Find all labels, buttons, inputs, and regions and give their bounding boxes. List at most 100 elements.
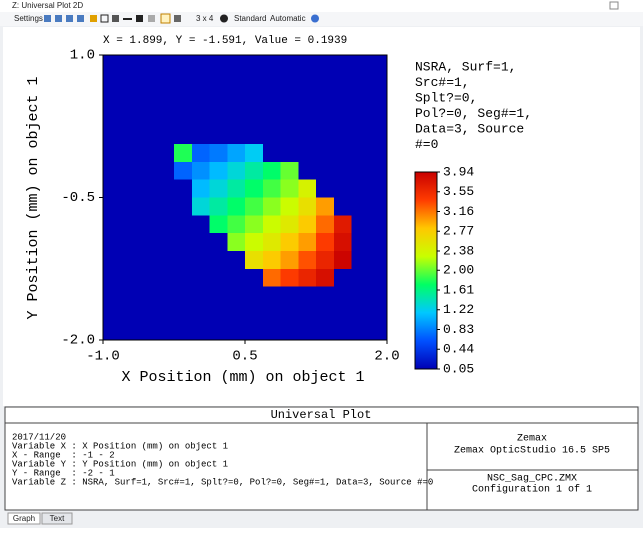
text-icon[interactable] xyxy=(136,15,143,22)
heatmap-cell xyxy=(120,250,139,270)
heatmap-cell xyxy=(174,268,193,288)
legend-text: Splt?=0, xyxy=(415,90,477,105)
heatmap-cell xyxy=(138,250,157,270)
heatmap-cell xyxy=(333,72,352,92)
arrow-icon[interactable] xyxy=(112,15,119,22)
heatmap-cell xyxy=(209,179,228,198)
print-icon[interactable] xyxy=(77,15,84,22)
colorbar-tick-label: 0.44 xyxy=(443,342,474,357)
heatmap-cell xyxy=(191,215,210,234)
heatmap-cell xyxy=(138,233,157,252)
heatmap-cell xyxy=(103,322,122,341)
lock-icon[interactable] xyxy=(148,15,155,22)
pen-icon[interactable] xyxy=(90,15,97,22)
heatmap-cell xyxy=(298,72,317,92)
heatmap-cell xyxy=(245,126,264,145)
heatmap-cell xyxy=(262,179,281,198)
heatmap-cell xyxy=(369,268,388,288)
heatmap-cell xyxy=(138,144,157,163)
heatmap-cell xyxy=(369,215,388,234)
colorbar-tick-label: 0.83 xyxy=(443,322,474,337)
heatmap-cell xyxy=(351,126,370,145)
heatmap-cell xyxy=(351,55,370,74)
copy-icon[interactable] xyxy=(55,15,62,22)
refresh-icon[interactable] xyxy=(44,15,51,22)
heatmap-cell xyxy=(333,268,352,288)
layout-icon[interactable] xyxy=(160,13,171,24)
heatmap-cell xyxy=(298,108,317,127)
heatmap-cell xyxy=(369,304,388,323)
heatmap-cell xyxy=(316,72,335,92)
heatmap-cell xyxy=(351,322,370,341)
heatmap-cell xyxy=(209,126,228,145)
heatmap-cell xyxy=(280,250,299,270)
heatmap-cell xyxy=(227,250,246,270)
heatmap-cell xyxy=(191,55,210,74)
scale-button[interactable]: Automatic xyxy=(270,14,306,23)
heatmap-cell xyxy=(280,215,299,234)
heatmap-cell xyxy=(191,161,210,181)
tab-label[interactable]: Graph xyxy=(13,514,35,523)
heatmap-cell xyxy=(262,286,281,305)
heatmap-cell xyxy=(156,144,175,163)
heatmap-cell xyxy=(262,144,281,163)
heatmap-cell xyxy=(280,322,299,341)
heatmap-cell xyxy=(333,90,352,109)
heatmap-cell xyxy=(120,268,139,288)
style-button[interactable]: Standard xyxy=(234,14,266,23)
tab-label[interactable]: Text xyxy=(50,514,65,523)
grid-icon[interactable] xyxy=(174,15,181,22)
heatmap-cell xyxy=(156,286,175,305)
heatmap-cell xyxy=(351,233,370,252)
tab[interactable] xyxy=(7,512,41,525)
heatmap-cell xyxy=(316,268,335,288)
theme-icon[interactable] xyxy=(220,14,228,23)
layout-button[interactable]: 3 x 4 xyxy=(196,14,214,23)
heatmap-cell xyxy=(333,144,352,163)
save-icon[interactable] xyxy=(66,15,73,22)
heatmap-cell xyxy=(138,108,157,127)
toolbar-icons xyxy=(44,13,319,24)
heatmap-cell xyxy=(245,55,264,74)
heatmap-cell xyxy=(245,179,264,198)
heatmap-cell xyxy=(369,55,388,74)
heatmap-cell xyxy=(120,90,139,109)
heatmap-cell xyxy=(262,215,281,234)
heatmap-cell xyxy=(280,233,299,252)
heatmap-cell xyxy=(369,233,388,252)
help-icon[interactable] xyxy=(311,14,319,23)
heatmap-cell xyxy=(245,108,264,127)
heatmap-cell xyxy=(369,179,388,198)
rect-icon[interactable] xyxy=(100,14,109,23)
heatmap-cell xyxy=(191,144,210,163)
heatmap-cell xyxy=(333,126,352,145)
tab[interactable] xyxy=(41,512,73,525)
heatmap-cell xyxy=(227,72,246,92)
heatmap-cell xyxy=(120,304,139,323)
footer-title: Universal Plot xyxy=(271,408,372,422)
line-icon[interactable] xyxy=(123,18,132,20)
heatmap-cell xyxy=(280,268,299,288)
heatmap-cell xyxy=(369,250,388,270)
window-title: Z: Universal Plot 2D xyxy=(12,1,83,10)
heatmap-cell xyxy=(156,215,175,234)
maximize-button[interactable] xyxy=(609,1,619,10)
settings-button[interactable]: Settings xyxy=(14,14,43,23)
heatmap-cell xyxy=(245,286,264,305)
heatmap-cell xyxy=(174,90,193,109)
colorbar-tick-label: 1.22 xyxy=(443,302,474,317)
heatmap-cell xyxy=(262,161,281,181)
heatmap-cell xyxy=(138,197,157,216)
heatmap-cell xyxy=(174,250,193,270)
heatmap-cell xyxy=(138,268,157,288)
heatmap-cell xyxy=(298,55,317,74)
heatmap-cell xyxy=(209,197,228,216)
heatmap-cell xyxy=(191,250,210,270)
heatmap-cell xyxy=(120,72,139,92)
heatmap-cell xyxy=(120,55,139,74)
heatmap-cell xyxy=(156,179,175,198)
heatmap-cell xyxy=(245,161,264,181)
heatmap-cell xyxy=(103,286,122,305)
heatmap-cell xyxy=(209,144,228,163)
